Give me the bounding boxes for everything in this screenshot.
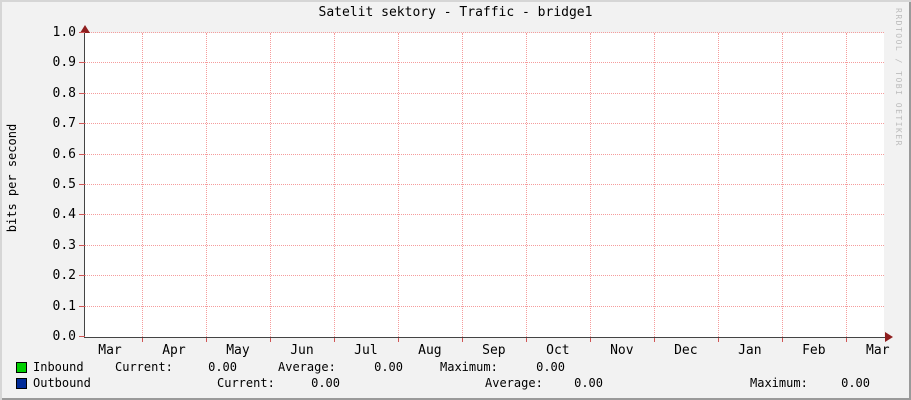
y-tick (79, 184, 85, 185)
x-tick (269, 338, 271, 342)
x-tick (205, 338, 207, 342)
x-tick-label: Nov (610, 343, 634, 358)
h-gridline (84, 305, 884, 307)
y-tick (79, 123, 85, 125)
y-tick-label: 0.8 (52, 85, 76, 101)
x-tick (589, 338, 591, 342)
x-tick-label: Dec (674, 343, 698, 358)
x-tick (142, 338, 143, 342)
x-tick-label: May (226, 343, 250, 358)
y-tick-label: 0.9 (52, 55, 76, 71)
x-tick-label: Jun (290, 343, 314, 358)
y-tick (79, 32, 85, 33)
graph-title: Satelit sektory - Traffic - bridge1 (318, 5, 593, 20)
y-tick (79, 305, 85, 307)
inbound-current-label: Current: (115, 360, 173, 374)
h-gridline (84, 244, 884, 246)
x-tick-label: Jul (354, 343, 378, 358)
inbound-label: Inbound (33, 360, 84, 374)
inbound-average-label: Average: (278, 360, 336, 374)
y-tick-label: 0.7 (52, 116, 76, 132)
h-gridline (84, 62, 884, 64)
y-tick-label: 0.2 (52, 268, 76, 284)
outbound-swatch-icon (16, 378, 27, 389)
h-gridline (84, 92, 884, 94)
v-gridline (525, 33, 527, 337)
y-tick (79, 153, 85, 155)
x-tick-label: Apr (162, 343, 186, 358)
y-tick (79, 244, 85, 246)
x-tick-label: Sep (482, 343, 506, 358)
inbound-maximum-label: Maximum: (440, 360, 498, 374)
outbound-maximum-label: Maximum: (750, 376, 808, 390)
v-gridline (461, 33, 463, 337)
x-tick-label: Feb (802, 343, 826, 358)
inbound-current-value: 0.00 (208, 360, 237, 374)
x-tick (717, 338, 719, 342)
y-tick-label: 0.3 (52, 237, 76, 253)
x-tick (781, 338, 783, 342)
h-gridline (84, 153, 884, 155)
v-gridline (333, 33, 335, 337)
h-gridline (84, 32, 884, 33)
v-gridline (142, 33, 143, 337)
y-tick-label: 0.0 (52, 329, 76, 344)
y-tick-label: 0.5 (52, 177, 76, 192)
x-tick-label: Aug (418, 343, 442, 358)
x-tick (653, 338, 655, 342)
outbound-label: Outbound (33, 376, 91, 390)
v-gridline (589, 33, 591, 337)
y-axis-arrow-icon (80, 25, 90, 33)
outbound-average-label: Average: (485, 376, 543, 390)
outbound-average-value: 0.00 (574, 376, 603, 390)
x-tick (845, 338, 847, 342)
x-tick (461, 338, 463, 342)
outbound-maximum-value: 0.00 (841, 376, 870, 390)
y-tick-label: 0.6 (52, 146, 76, 162)
y-tick (79, 275, 85, 277)
v-gridline (845, 33, 847, 337)
x-tick (333, 338, 335, 342)
inbound-swatch-icon (16, 362, 27, 373)
inbound-average-value: 0.00 (374, 360, 403, 374)
y-tick (79, 336, 85, 337)
plot-area (84, 32, 884, 337)
y-tick-label: 1.0 (52, 25, 76, 40)
x-tick (397, 338, 399, 342)
v-gridline (717, 33, 719, 337)
outbound-current-label: Current: (217, 376, 275, 390)
v-gridline (205, 33, 207, 337)
h-gridline (84, 184, 884, 185)
x-tick-label: Mar (866, 343, 890, 358)
y-tick (79, 62, 85, 64)
h-gridline (84, 123, 884, 125)
rrdtool-watermark: RRDTOOL / TOBI OETIKER (894, 8, 903, 147)
x-tick-label: Jan (738, 343, 762, 358)
x-axis-line (84, 337, 887, 338)
x-tick-label: Mar (98, 343, 122, 358)
y-tick (79, 214, 85, 216)
v-gridline (653, 33, 655, 337)
outbound-current-value: 0.00 (311, 376, 340, 390)
y-axis-label: bits per second (5, 123, 19, 233)
v-gridline (397, 33, 399, 337)
x-tick-label: Oct (546, 343, 570, 358)
y-tick-label: 0.1 (52, 298, 76, 314)
h-gridline (84, 214, 884, 216)
x-tick (525, 338, 527, 342)
v-gridline (781, 33, 783, 337)
v-gridline (269, 33, 271, 337)
y-tick (79, 92, 85, 94)
x-axis-arrow-icon (885, 332, 893, 342)
y-tick-label: 0.4 (52, 207, 76, 223)
inbound-maximum-value: 0.00 (536, 360, 565, 374)
h-gridline (84, 275, 884, 277)
